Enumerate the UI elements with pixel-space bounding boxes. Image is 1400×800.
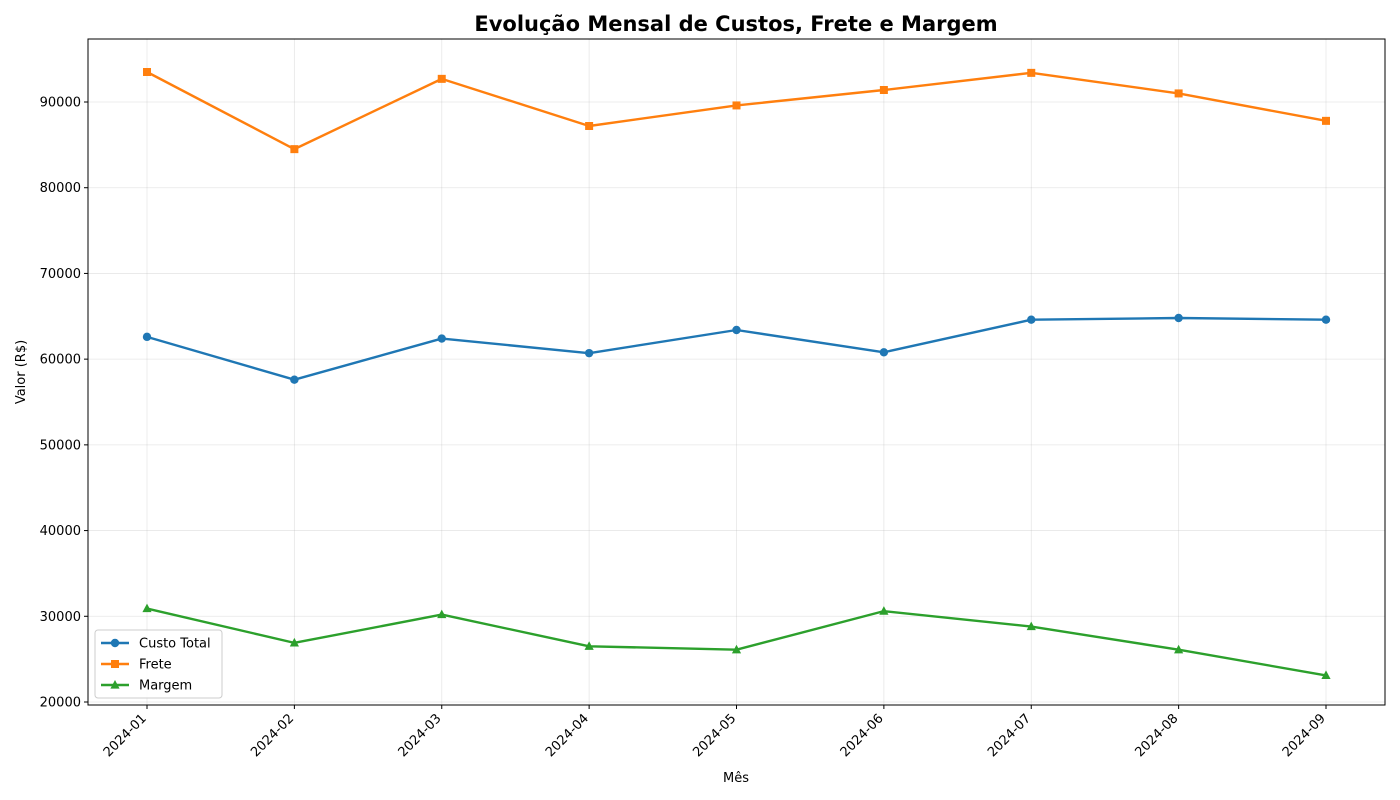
y-tick-label: 80000: [40, 181, 81, 196]
legend-box: [94, 629, 223, 699]
legend-item: Custo Total: [101, 637, 211, 652]
x-tick-label: 2024-01: [101, 711, 150, 760]
y-tick-label: 30000: [40, 610, 81, 625]
data-point: [585, 122, 594, 130]
y-tick-label: 70000: [40, 267, 81, 282]
series-margem: [142, 603, 1331, 680]
data-point: [1174, 89, 1183, 98]
data-point: [143, 68, 151, 76]
legend-label: Frete: [139, 658, 172, 673]
x-tick-label: 2024-05: [690, 711, 739, 760]
x-axis-label: Mês: [723, 771, 749, 786]
y-axis: 20000 30000 40000 50000 60000 70000 80000 90000: [40, 96, 88, 711]
legend: Custo Total Frete Margem: [94, 629, 223, 699]
data-point: [289, 637, 299, 647]
data-point: [1174, 313, 1183, 323]
data-point: [732, 325, 741, 335]
x-tick-label: 2024-07: [985, 711, 1034, 760]
data-point: [142, 603, 152, 613]
y-axis-label: Valor (R$): [14, 340, 29, 404]
data-point: [584, 641, 594, 650]
data-point: [290, 145, 299, 154]
y-tick-label: 90000: [40, 96, 81, 111]
data-point: [879, 606, 889, 615]
legend-item: Margem: [101, 679, 192, 694]
series-frete: [143, 68, 1330, 154]
x-tick-label: 2024-08: [1132, 711, 1181, 760]
data-point: [437, 74, 446, 83]
data-point: [437, 609, 447, 619]
data-point: [879, 348, 889, 357]
x-axis: 2024-01 2024-02 2024-03 2024-04 2024-05 2024-…: [101, 705, 1329, 760]
data-point: [1321, 670, 1331, 680]
data-point: [584, 348, 594, 358]
x-tick-label: 2024-02: [248, 711, 297, 760]
data-point: [732, 101, 741, 110]
data-point: [290, 375, 299, 384]
data-point: [1321, 315, 1331, 324]
x-tick-label: 2024-06: [838, 711, 887, 760]
chart-title: Evolução Mensal de Custos, Frete e Marge…: [474, 12, 997, 36]
legend-label: Custo Total: [139, 637, 211, 652]
legend-marker: [110, 680, 120, 689]
data-point: [142, 332, 152, 342]
data-point: [1026, 621, 1036, 631]
x-tick-label: 2024-04: [543, 711, 592, 760]
x-tick-label: 2024-09: [1280, 711, 1329, 760]
data-point: [1322, 116, 1330, 125]
grid-lines: [88, 39, 1385, 705]
data-point: [879, 86, 888, 94]
y-tick-label: 40000: [40, 524, 81, 539]
x-tick-label: 2024-03: [396, 711, 445, 760]
data-point: [437, 334, 446, 343]
data-point: [1027, 68, 1036, 77]
legend-marker: [110, 638, 120, 648]
y-tick-label: 50000: [40, 438, 81, 453]
legend-marker: [111, 660, 119, 668]
series-custo-total: [142, 313, 1331, 384]
data-point: [1174, 644, 1184, 654]
data-point: [1027, 315, 1036, 324]
y-tick-label: 60000: [40, 353, 81, 368]
y-tick-label: 20000: [40, 696, 81, 711]
data-point: [731, 644, 742, 654]
legend-item: Frete: [101, 658, 172, 673]
legend-label: Margem: [139, 679, 192, 694]
series-layer: [142, 68, 1331, 680]
